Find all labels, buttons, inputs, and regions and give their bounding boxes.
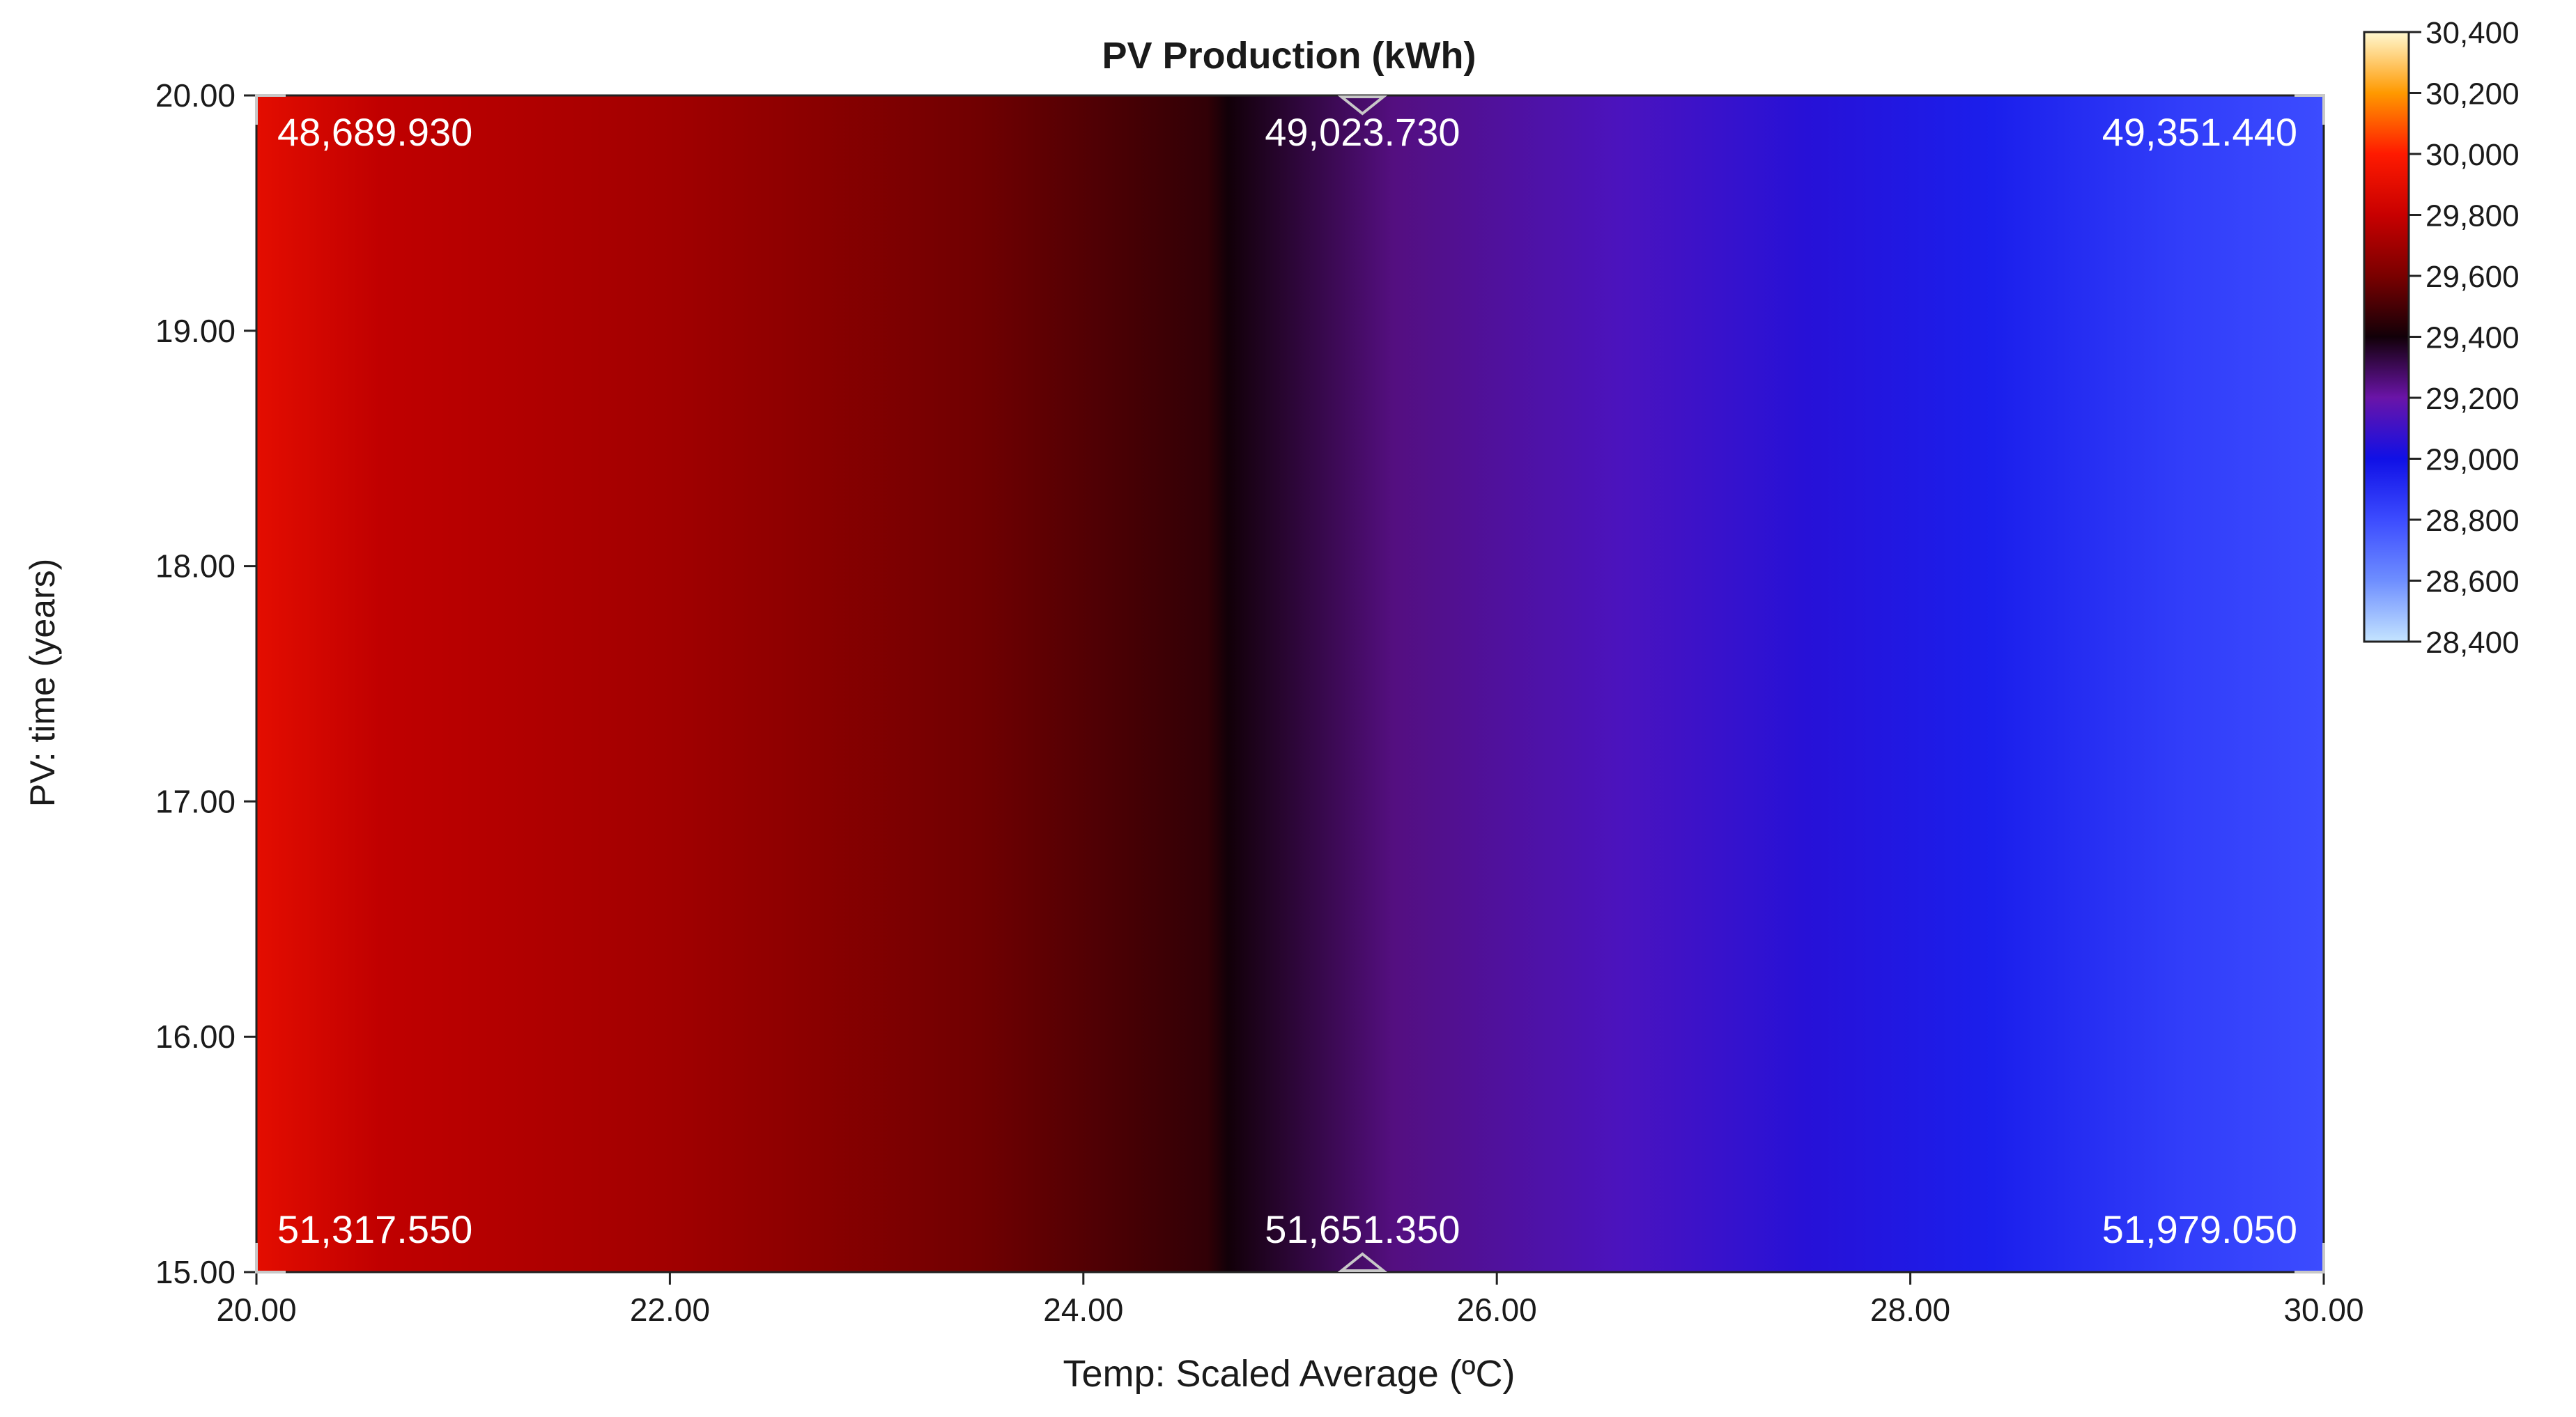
- x-tick-label: 28.00: [1870, 1292, 1950, 1328]
- value-label: 49,023.730: [1265, 110, 1460, 154]
- colorbar-tick-label: 28,600: [2425, 565, 2520, 599]
- value-label: 51,651.350: [1265, 1207, 1460, 1251]
- value-label: 51,317.550: [277, 1207, 472, 1251]
- x-tick-label: 24.00: [1043, 1292, 1123, 1328]
- corner-marker: [255, 1243, 286, 1273]
- colorbar-tick-label: 30,200: [2425, 77, 2520, 111]
- corner-marker: [255, 94, 286, 125]
- x-axis-label: Temp: Scaled Average (ºC): [1063, 1353, 1515, 1395]
- y-axis-label: PV: time (years): [23, 559, 62, 807]
- colorbar-gradient: [2363, 31, 2410, 643]
- y-tick-label: 16.00: [155, 1019, 236, 1055]
- colorbar: 30,400 30,200 30,000 29,800 29,600 29,400 29,2…: [2363, 16, 2520, 660]
- value-label: 49,351.440: [2102, 110, 2297, 154]
- corner-marker: [2295, 1243, 2325, 1273]
- colorbar-tick-label: 29,000: [2425, 443, 2520, 477]
- point-labels: 48,689.930 49,023.730 49,351.440 51,317.550…: [277, 110, 2297, 1251]
- x-tick-label: 26.00: [1457, 1292, 1537, 1328]
- value-label: 48,689.930: [277, 110, 472, 154]
- chart-title: PV Production (kWh): [1102, 35, 1476, 77]
- y-tick-label: 17.00: [155, 783, 236, 819]
- x-tick-label: 30.00: [2283, 1292, 2363, 1328]
- x-tick-label: 22.00: [630, 1292, 710, 1328]
- colorbar-tick-label: 28,400: [2425, 626, 2520, 660]
- mid-marker: [1337, 1252, 1388, 1272]
- colorbar-tick-label: 30,400: [2425, 16, 2520, 50]
- y-axis: 15.00 16.00 17.00 18.00 19.00 20.00: [155, 77, 256, 1290]
- x-axis: 20.00 22.00 24.00 26.00 28.00 30.00: [216, 1272, 2364, 1328]
- corner-handles: [255, 94, 2325, 1273]
- y-tick-label: 15.00: [155, 1254, 236, 1290]
- y-tick-label: 19.00: [155, 313, 236, 349]
- colorbar-tick-label: 29,800: [2425, 199, 2520, 233]
- x-tick-label: 20.00: [216, 1292, 296, 1328]
- corner-marker: [2295, 94, 2325, 125]
- colorbar-tick-label: 29,400: [2425, 321, 2520, 355]
- y-tick-label: 20.00: [155, 77, 236, 114]
- heatmap-plot-area: [255, 94, 2325, 1273]
- colorbar-ticks: 30,400 30,200 30,000 29,800 29,600 29,400 29,2…: [2409, 16, 2520, 660]
- mid-marker: [1337, 95, 1388, 116]
- y-tick-label: 18.00: [155, 548, 236, 584]
- colorbar-tick-label: 30,000: [2425, 138, 2520, 172]
- colorbar-tick-label: 28,800: [2425, 504, 2520, 538]
- colorbar-tick-label: 29,600: [2425, 260, 2520, 294]
- colorbar-tick-label: 29,200: [2425, 382, 2520, 416]
- value-label: 51,979.050: [2102, 1207, 2297, 1251]
